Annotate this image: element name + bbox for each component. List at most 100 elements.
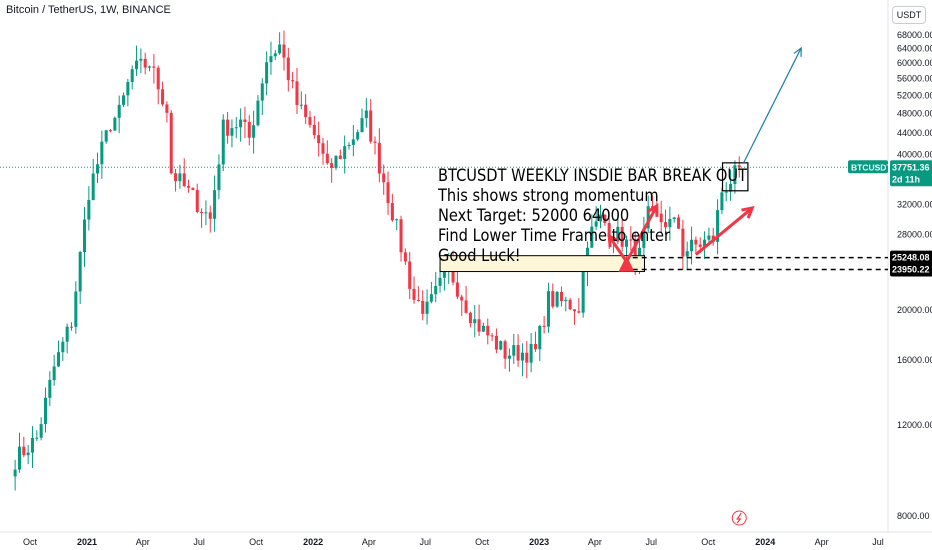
candle-body	[720, 192, 724, 211]
y-tick-label: 8000.00	[897, 511, 930, 521]
y-tick-label: 16000.00	[897, 355, 932, 365]
x-tick-label: 2021	[77, 537, 97, 547]
candle-body	[698, 244, 702, 247]
candle-body	[87, 200, 91, 220]
candle-body	[434, 285, 438, 295]
candle-body	[360, 118, 364, 133]
x-tick-label: Oct	[475, 537, 490, 547]
candle-body	[490, 335, 494, 337]
level-tag: 25248.08	[892, 253, 930, 263]
candle-body	[503, 341, 507, 359]
candle-body	[260, 83, 264, 101]
candle-body	[135, 60, 139, 70]
candle-body	[299, 104, 303, 106]
signal-arrow-head	[646, 203, 659, 217]
candle-body	[607, 223, 611, 237]
candle-body	[438, 277, 442, 286]
currency-button[interactable]: USDT	[892, 6, 926, 24]
candle-body	[581, 271, 585, 313]
symbol-tag: BTCUSDT	[851, 162, 892, 172]
candle-body	[282, 44, 286, 58]
x-tick-label: Oct	[701, 537, 716, 547]
y-tick-label: 56000.00	[897, 74, 932, 84]
candle-body	[204, 212, 208, 214]
candle-body	[74, 291, 78, 327]
candle-body	[43, 397, 48, 425]
candle-body	[191, 187, 195, 190]
candle-body	[364, 110, 368, 119]
candle-body	[208, 212, 212, 219]
candle-body	[13, 469, 17, 477]
candle-body	[48, 380, 52, 398]
candle-body	[39, 424, 43, 438]
candle-body	[707, 235, 711, 240]
candle-body	[473, 319, 477, 324]
candle-body	[195, 189, 199, 212]
candle-body	[182, 173, 186, 187]
candle-body	[356, 132, 360, 140]
candle-body	[174, 173, 178, 182]
candle-body	[516, 345, 520, 361]
support-zone	[439, 255, 645, 273]
candle-body	[525, 352, 529, 363]
annotation-line: Next Target: 52000 64000	[438, 206, 630, 226]
candle-body	[30, 437, 34, 453]
candle-body	[494, 335, 498, 350]
projection-arrow	[743, 47, 802, 164]
candle-body	[82, 219, 87, 253]
candle-body	[382, 173, 386, 183]
annotation-line: BTCUSDT WEEKLY INSDIE BAR BREAK OUT	[438, 166, 748, 186]
candle-body	[325, 153, 329, 164]
candle-body	[429, 294, 433, 302]
flash-icon	[731, 510, 747, 526]
candle-body	[148, 66, 152, 68]
candle-body	[646, 206, 650, 229]
candle-body	[403, 252, 407, 262]
inside-bar-box	[721, 162, 749, 192]
y-tick-label: 48000.00	[897, 108, 932, 118]
candle-body	[572, 309, 576, 312]
candle-body	[369, 110, 373, 142]
candle-body	[659, 213, 663, 223]
candle-body	[139, 58, 143, 61]
candle-body	[273, 53, 277, 57]
candle-body	[286, 57, 290, 81]
candle-body	[230, 128, 234, 136]
candle-body	[130, 69, 134, 83]
candle-body	[109, 130, 113, 132]
signal-triangle	[618, 255, 635, 272]
candle-body	[252, 125, 256, 138]
y-tick-label: 40000.00	[897, 149, 932, 159]
candle-body	[468, 312, 472, 324]
projection-arrow-head	[793, 46, 802, 57]
candle-body	[512, 345, 516, 356]
candle-body	[577, 311, 581, 313]
candle-body	[113, 117, 117, 131]
candle-body	[308, 117, 312, 125]
x-tick-label: Oct	[23, 537, 38, 547]
candle-body	[152, 66, 156, 68]
candle-body	[334, 155, 338, 168]
candle-body	[529, 343, 533, 363]
candle-body	[26, 452, 30, 456]
y-tick-label: 28000.00	[897, 229, 932, 239]
candle-body	[304, 104, 308, 118]
x-tick-label: Apr	[815, 537, 829, 547]
candle-body	[122, 95, 126, 105]
signal-arrow	[607, 235, 628, 263]
candle-body	[507, 355, 511, 359]
candle-body	[343, 146, 347, 159]
candle-body	[455, 282, 459, 297]
candle-body	[703, 239, 707, 247]
annotation-line: This shows strong momentum	[438, 186, 659, 206]
candle-body	[126, 82, 130, 96]
candle-body	[312, 124, 316, 136]
signal-arrow-head	[741, 205, 755, 219]
x-tick-label: Jul	[646, 537, 658, 547]
candle-body	[234, 127, 238, 129]
candle-body	[291, 80, 295, 82]
candle-body	[351, 139, 355, 145]
signal-arrow	[694, 206, 754, 256]
candle-body	[520, 352, 524, 361]
